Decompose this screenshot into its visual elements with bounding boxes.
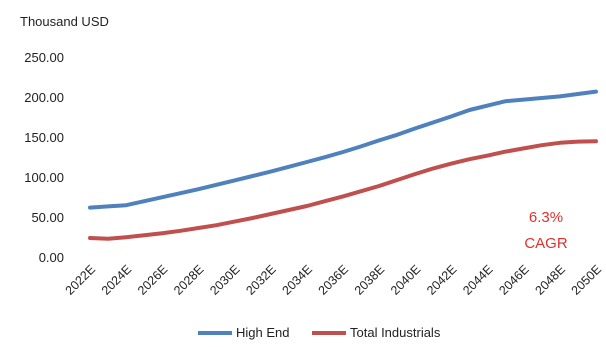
x-tick-label: 2042E	[424, 262, 459, 297]
x-tick-label: 2050E	[569, 262, 604, 297]
x-tick-label: 2038E	[352, 262, 387, 297]
cagr-annotation-value: 6.3%	[529, 209, 563, 226]
legend-label: Total Industrials	[350, 325, 441, 340]
x-tick-label: 2032E	[243, 262, 278, 297]
cagr-annotation-label: CAGR	[524, 235, 568, 252]
x-tick-label: 2028E	[171, 262, 206, 297]
y-tick-label: 250.00	[24, 50, 64, 65]
x-axis: 2022E 2024E 2026E 2028E 2030E 2032E 2034E 2036E…	[63, 262, 604, 297]
x-tick-label: 2024E	[99, 262, 134, 297]
series-lines	[88, 89, 598, 241]
x-tick-label: 2048E	[533, 262, 568, 297]
legend: High End Total Industrials	[198, 325, 441, 340]
x-tick-label: 2034E	[280, 262, 315, 297]
x-tick-label: 2046E	[496, 262, 531, 297]
y-tick-label: 150.00	[24, 130, 64, 145]
x-tick-label: 2022E	[63, 262, 98, 297]
x-tick-label: 2030E	[207, 262, 242, 297]
x-tick-label: 2026E	[135, 262, 170, 297]
y-tick-label: 50.00	[31, 210, 64, 225]
series-line-0	[88, 89, 598, 210]
x-tick-label: 2044E	[460, 262, 495, 297]
series-line-1	[88, 139, 598, 241]
y-tick-label: 200.00	[24, 90, 64, 105]
y-tick-label: 100.00	[24, 170, 64, 185]
y-axis: 0.00 50.00 100.00 150.00 200.00 250.00	[24, 50, 64, 265]
legend-label: High End	[236, 325, 289, 340]
x-tick-label: 2040E	[388, 262, 423, 297]
unit-label: Thousand USD	[20, 14, 109, 29]
y-tick-label: 0.00	[39, 250, 64, 265]
x-tick-label: 2036E	[316, 262, 351, 297]
